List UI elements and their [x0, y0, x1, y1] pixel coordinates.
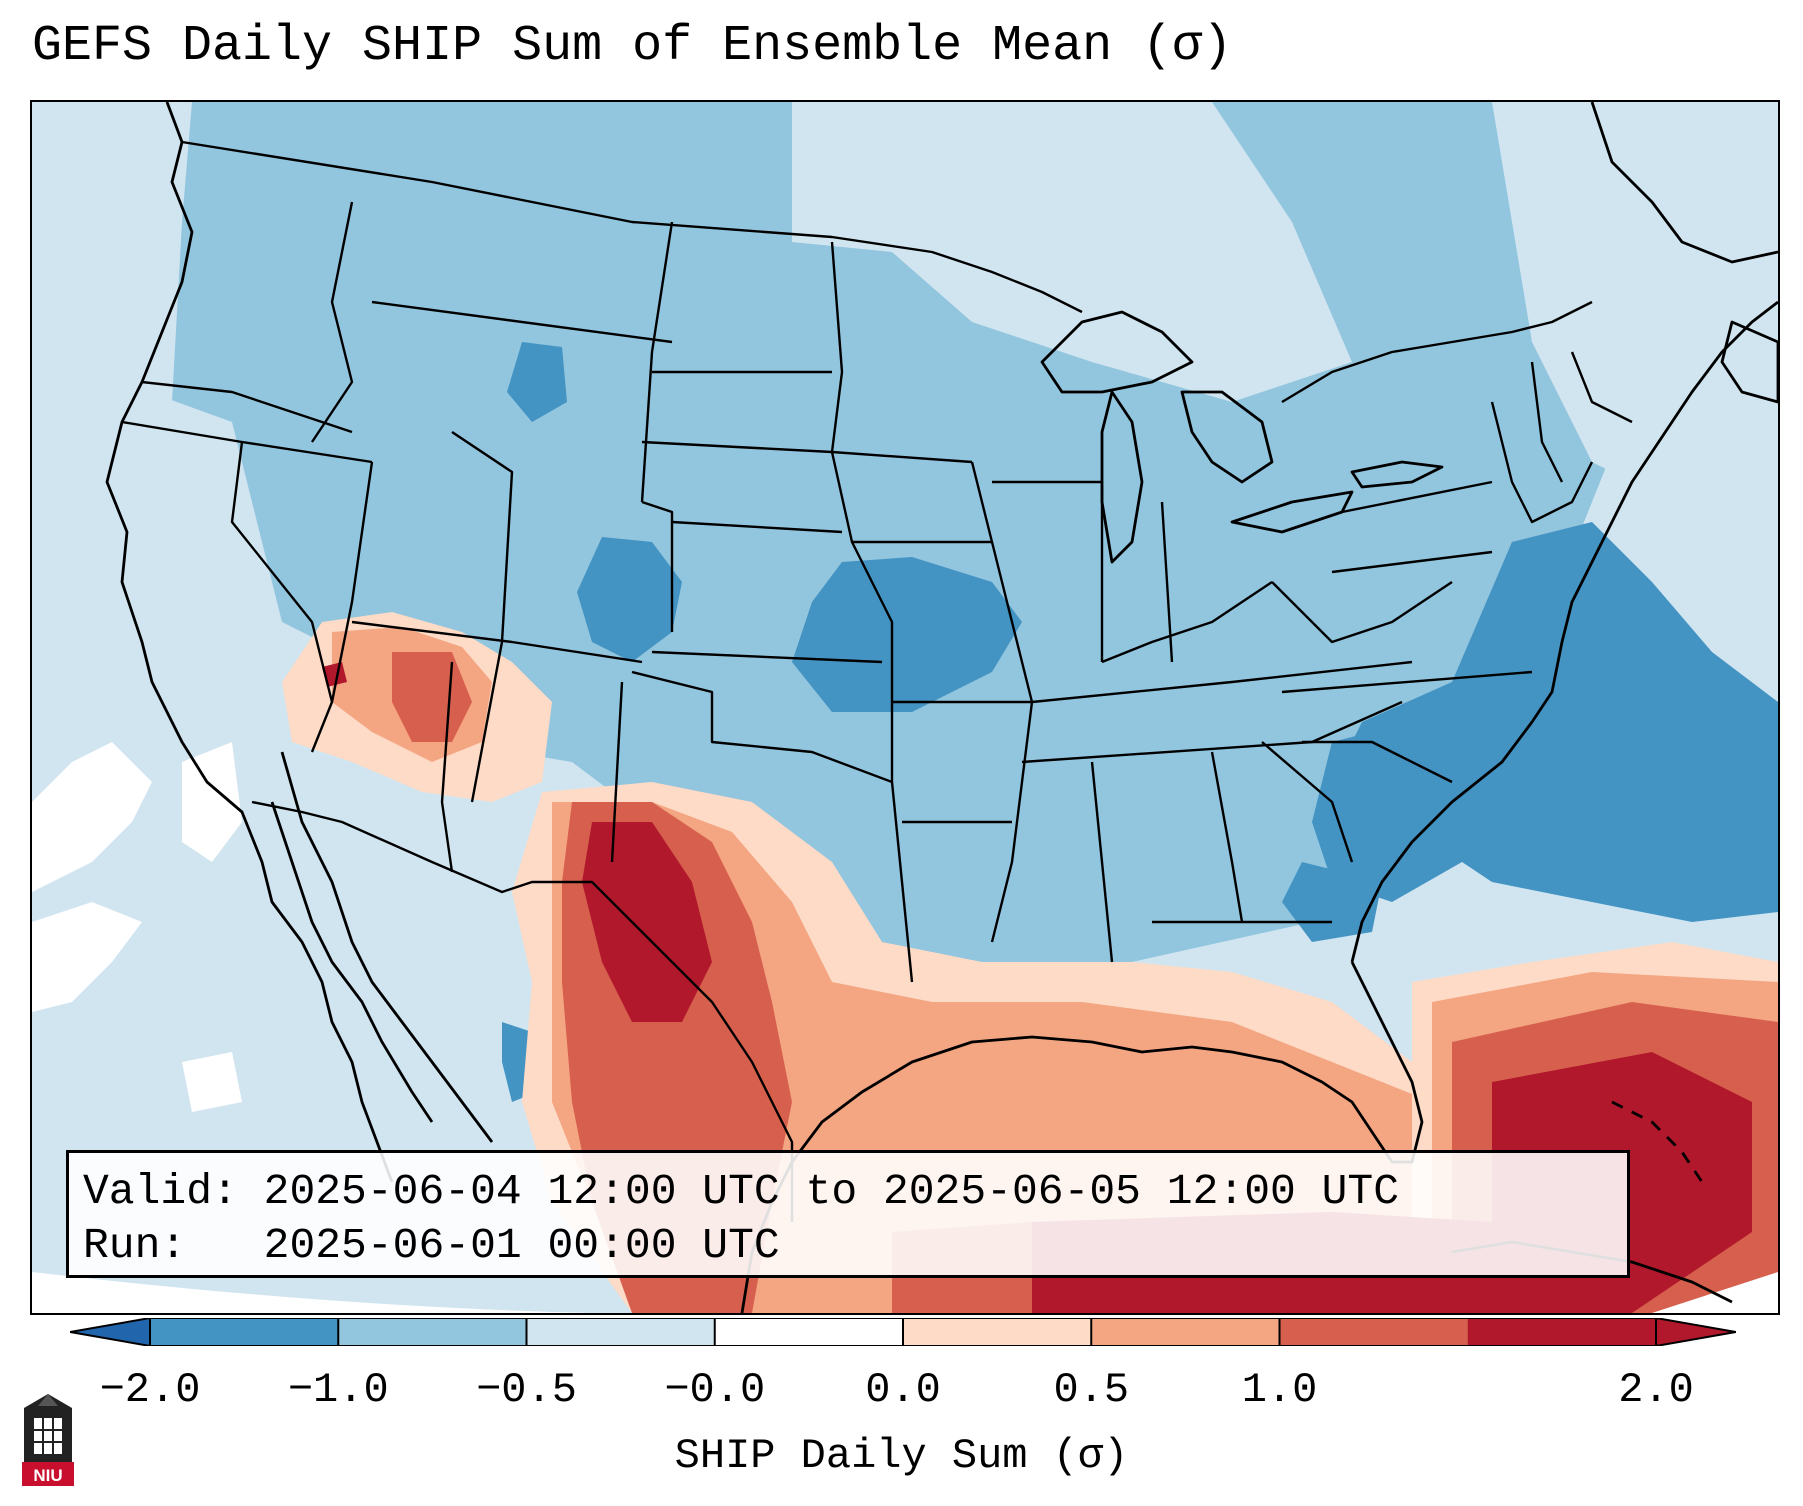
anomaly-region-northeast-light	[1492, 102, 1778, 502]
atlantic-coastline	[1350, 300, 1778, 963]
border-id-east	[311, 201, 354, 443]
border-ok-tx	[631, 670, 893, 784]
chart-title: GEFS Daily SHIP Sum of Ensemble Mean (σ)	[32, 18, 1233, 75]
niu-logo: NIU	[22, 1394, 74, 1486]
us-canada-border	[181, 140, 1083, 314]
map-domain-edge	[32, 1272, 592, 1313]
border-co-ks	[641, 500, 674, 632]
border-va-nc	[1281, 670, 1533, 694]
colorbar-tick-label: −0.5	[476, 1366, 577, 1414]
logo-text: NIU	[33, 1466, 62, 1485]
colorbar-tick-label: 0.5	[1053, 1366, 1130, 1414]
colorbar-segment	[903, 1318, 1092, 1346]
baja-coastline	[270, 801, 434, 1123]
anomaly-region-pacific-white-2	[32, 902, 142, 1012]
colorbar-segment	[1091, 1318, 1280, 1346]
anomaly-region-texas-max	[582, 822, 712, 1022]
border-wv-va	[1271, 581, 1453, 644]
anomaly-region-wyoming-blue	[507, 342, 567, 422]
colorbar-label: SHIP Daily Sum (σ)	[674, 1432, 1129, 1480]
colorbar-segment	[714, 1318, 904, 1346]
colorbar	[70, 1318, 1736, 1346]
border-ne-ks	[671, 520, 843, 534]
anomaly-region-pacific-white	[32, 742, 152, 892]
gulf-coastline	[740, 961, 1424, 1313]
anomaly-region-colorado-blue	[577, 537, 682, 662]
border-pa-ny	[1341, 480, 1493, 514]
anomaly-region-nevada-dark	[322, 662, 347, 687]
border-mn-ia	[831, 450, 973, 464]
border-wy-east	[640, 221, 674, 503]
colorbar-segment	[1279, 1318, 1469, 1346]
border-ut-co	[451, 431, 514, 803]
logo-roof-shape	[38, 1394, 58, 1406]
run-value: 2025-06-01 00:00 UTC	[263, 1221, 780, 1270]
valid-label: Valid:	[83, 1167, 238, 1216]
map-svg	[32, 102, 1778, 1313]
colorbar-tick-label: 2.0	[1618, 1366, 1694, 1414]
lake-huron	[1180, 390, 1274, 484]
canada-east-coast	[1590, 102, 1778, 264]
border-nc-sc	[1302, 740, 1453, 784]
colorbar-tick-label: 1.0	[1241, 1366, 1318, 1414]
border-wa-or	[141, 380, 353, 434]
anomaly-region-kansas-blue	[792, 557, 1022, 712]
border-ut-az	[351, 620, 643, 664]
border-vt-nh	[1530, 361, 1564, 483]
colorbar-segment	[338, 1318, 527, 1346]
logo-band	[22, 1462, 74, 1486]
anomaly-region-pacific-white-4	[182, 1052, 242, 1112]
run-label: Run:	[83, 1221, 187, 1270]
colorbar-tick-label: 0.0	[865, 1366, 941, 1414]
colorbar-tick-label: −0.0	[664, 1366, 766, 1414]
anomaly-region-west-light	[32, 382, 452, 1313]
border-al-ga	[1210, 751, 1244, 923]
newfoundland	[1720, 320, 1778, 404]
anomaly-region-north-light	[792, 102, 1352, 402]
pacific-coastline	[105, 102, 394, 1183]
colorbar-segment	[1467, 1318, 1657, 1346]
logo-window-area	[34, 1418, 62, 1454]
border-ky-tn	[1031, 660, 1413, 704]
us-canada-border-east	[1281, 300, 1593, 404]
mexico-west-coast	[280, 751, 494, 1143]
lake-superior	[1040, 310, 1194, 394]
lake-ontario	[1350, 460, 1444, 489]
lake-michigan	[1100, 390, 1144, 564]
us-mexico-border	[251, 800, 794, 1222]
valid-value: 2025-06-04 12:00 UTC to 2025-06-05 12:00…	[263, 1167, 1400, 1216]
colorbar-extend-min	[70, 1318, 150, 1346]
anomaly-region-southeast-blue	[1312, 722, 1472, 902]
border-nm-tx	[610, 681, 624, 863]
border-az-nm	[440, 661, 454, 873]
border-ms-al	[1090, 761, 1114, 963]
border-nv-ut	[330, 461, 374, 703]
colorbar-tick-label: −1.0	[287, 1366, 389, 1414]
colorbar-tick-label: −2.0	[99, 1366, 201, 1414]
border-ks-ok	[651, 650, 883, 664]
bahamas	[1611, 1100, 1704, 1183]
border-ga-sc	[1261, 741, 1354, 863]
border-ohio-river	[1101, 581, 1273, 664]
border-me	[1570, 351, 1633, 424]
map-panel	[30, 100, 1780, 1315]
border-mt-wy	[371, 300, 673, 344]
border-sd-ne	[641, 440, 833, 454]
colorbar-segment	[150, 1318, 339, 1346]
coastlines	[105, 102, 1778, 1313]
state-borders	[121, 140, 1633, 1222]
colorbar-extend-max	[1656, 1318, 1736, 1346]
border-new-england	[1490, 401, 1594, 524]
border-ca-nv	[230, 441, 334, 753]
anomaly-region-pacific-white-3	[182, 742, 242, 862]
valid-run-info-box: Valid: 2025-06-04 12:00 UTC to 2025-06-0…	[66, 1150, 1630, 1278]
lake-erie	[1230, 490, 1354, 534]
border-pa-south	[1331, 550, 1493, 574]
colorbar-segment	[526, 1318, 716, 1346]
